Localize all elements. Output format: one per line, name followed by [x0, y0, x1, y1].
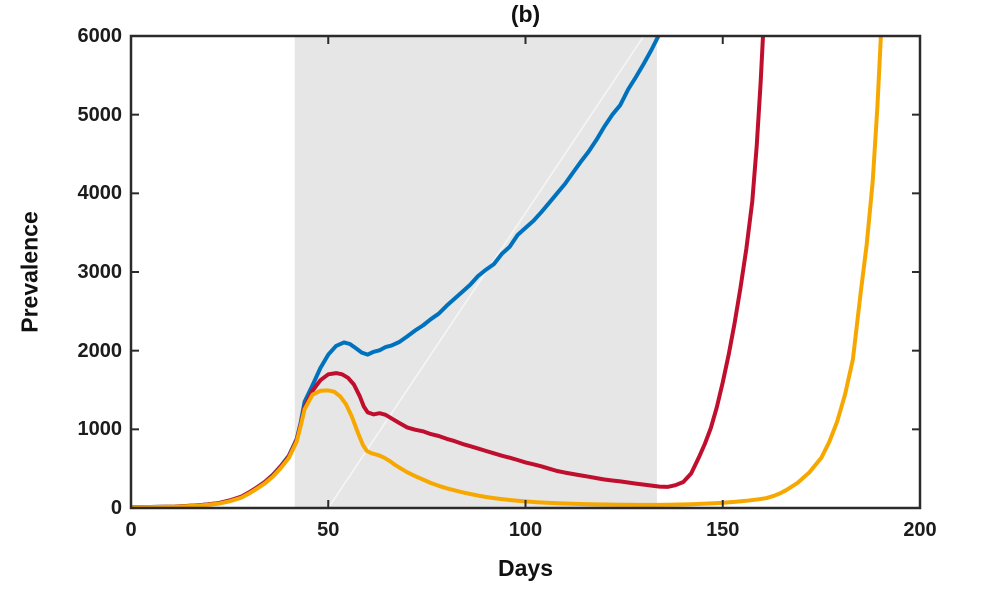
shaded-region: [294, 36, 657, 508]
y-tick-label: 1000: [77, 418, 123, 441]
y-tick-label: 5000: [77, 103, 123, 126]
y-tick-label: 4000: [77, 182, 123, 205]
y-tick-label: 3000: [77, 261, 123, 283]
x-tick-label: 200: [903, 519, 937, 541]
x-tick-label: 100: [508, 519, 543, 541]
x-axis-label: Days: [498, 555, 553, 581]
orange-curve: [131, 36, 883, 508]
y-tick-label: 0: [110, 497, 122, 519]
y-tick-label: 2000: [77, 339, 123, 362]
x-tick-label: 0: [125, 519, 137, 541]
y-tick-label: 6000: [77, 25, 123, 47]
x-tick-label: 50: [317, 519, 340, 541]
chart-title: (b): [510, 1, 541, 27]
x-tick-label: 150: [706, 519, 740, 541]
